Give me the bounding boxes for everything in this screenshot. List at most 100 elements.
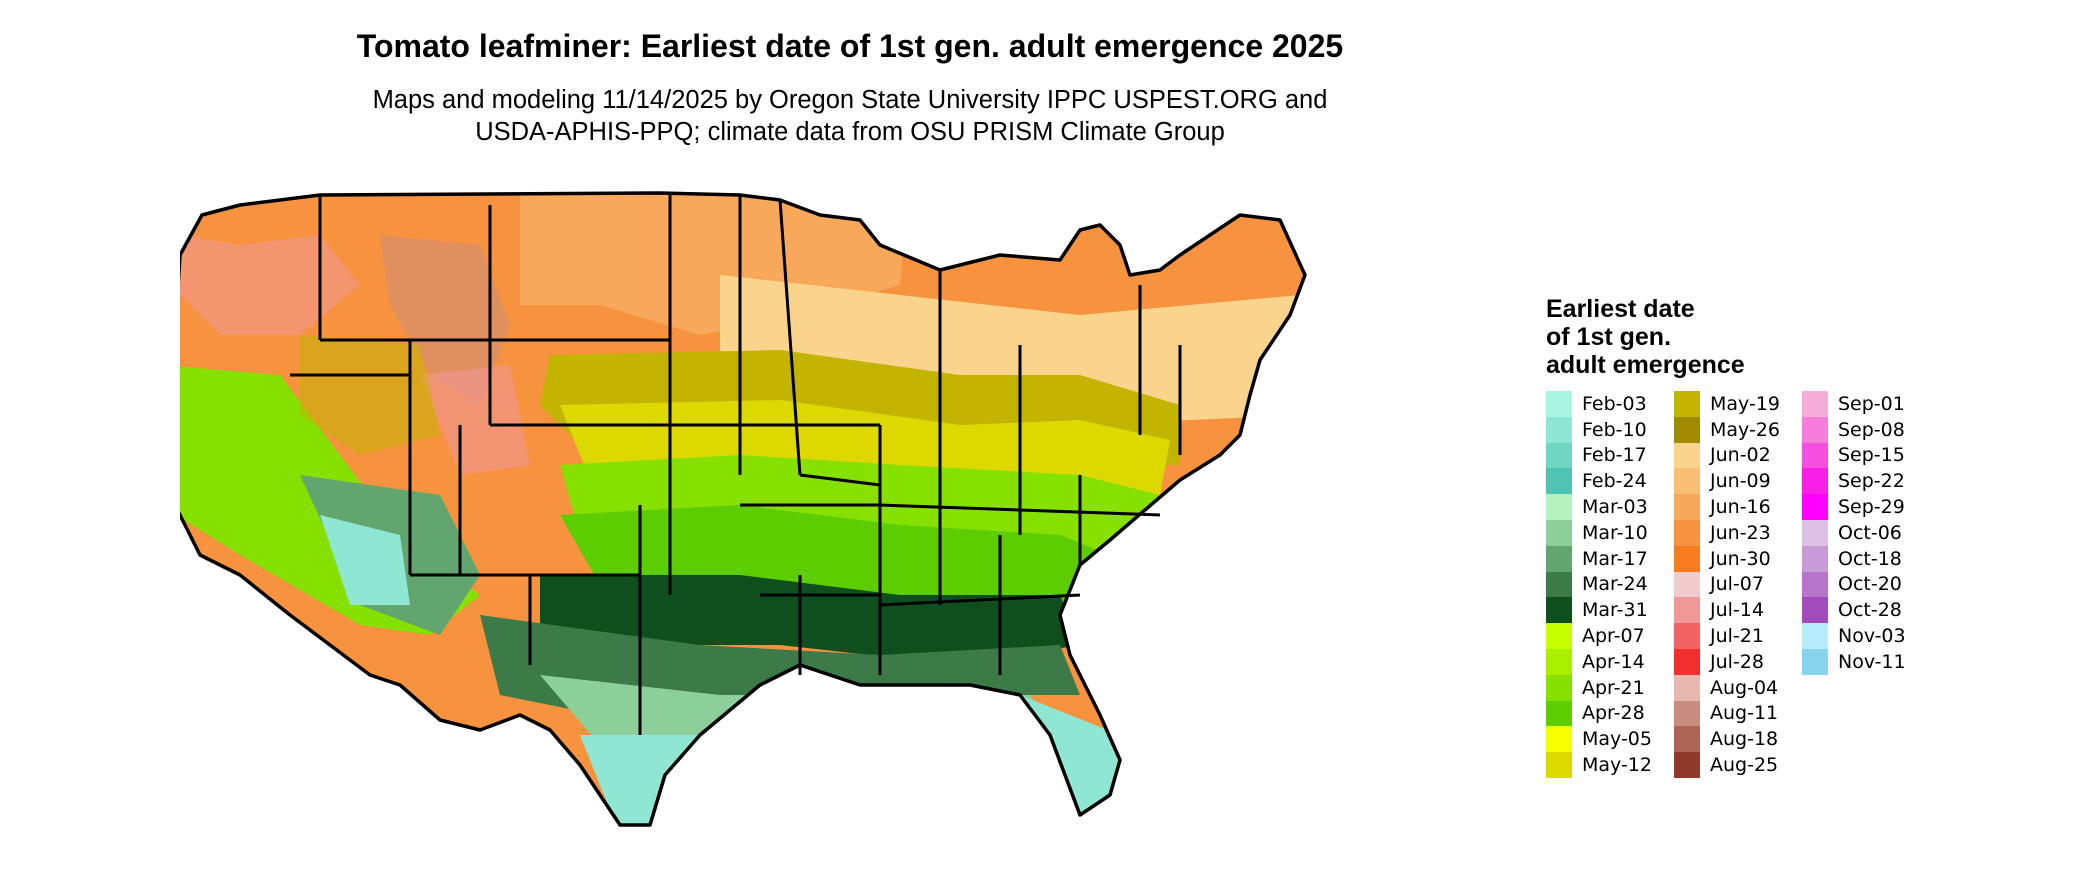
- legend-label: Jul-14: [1710, 599, 1764, 622]
- legend-label: Mar-03: [1582, 496, 1648, 519]
- fill-pink-colorado: [420, 365, 530, 475]
- legend-swatch: [1546, 468, 1572, 495]
- legend-swatch: [1674, 391, 1700, 417]
- legend-swatch: [1674, 726, 1700, 753]
- legend-swatch: [1674, 700, 1700, 727]
- legend-swatch: [1546, 597, 1572, 624]
- fill-olive-greatbasin: [300, 335, 440, 455]
- legend-label: Apr-14: [1582, 650, 1645, 673]
- legend-swatch: [1546, 442, 1572, 469]
- us-outline: [180, 191, 1307, 827]
- legend-swatch: [1546, 726, 1572, 753]
- legend-item: Feb-03: [1546, 391, 1674, 417]
- legend-item: Mar-31: [1546, 597, 1674, 624]
- legend-item: Sep-15: [1802, 442, 1930, 469]
- legend-label: Nov-11: [1838, 650, 1906, 673]
- legend-swatch: [1546, 391, 1572, 417]
- legend-item: Jun-02: [1674, 442, 1802, 469]
- legend-label: Jul-21: [1710, 625, 1764, 648]
- legend-item: Mar-03: [1546, 494, 1674, 520]
- legend-swatch: [1546, 648, 1572, 675]
- legend-label: Aug-04: [1710, 676, 1779, 699]
- legend-swatch: [1802, 442, 1828, 469]
- legend-swatch: [1674, 442, 1700, 469]
- legend-item: Sep-29: [1802, 494, 1930, 520]
- legend-column: May-19 May-26 Jun-02 Jun-09 Jun-16 Jun-23 Jun-…: [1674, 391, 1802, 778]
- legend-label: Sep-15: [1838, 444, 1905, 467]
- legend-label: Mar-17: [1582, 547, 1648, 570]
- legend-swatch: [1674, 519, 1700, 546]
- legend-label: Jun-09: [1710, 470, 1771, 493]
- legend-item: Oct-18: [1802, 545, 1930, 572]
- legend-label: Sep-29: [1838, 496, 1905, 519]
- legend-item: Apr-28: [1546, 700, 1674, 727]
- legend-label: Mar-10: [1582, 521, 1648, 544]
- legend-swatch: [1802, 545, 1828, 572]
- legend-swatch: [1674, 648, 1700, 675]
- legend-column: Feb-03 Feb-10 Feb-17 Feb-24 Mar-03 Mar-10 Mar-…: [1546, 391, 1674, 778]
- fill-mint-arizona: [320, 515, 410, 605]
- legend-label: May-26: [1710, 418, 1780, 441]
- legend-swatch: [1674, 623, 1700, 649]
- legend-label: Apr-21: [1582, 676, 1645, 699]
- legend-item: Mar-17: [1546, 545, 1674, 572]
- legend-swatch: [1802, 571, 1828, 598]
- legend-item: Sep-22: [1802, 468, 1930, 495]
- legend-item: Aug-25: [1674, 752, 1802, 778]
- legend-label: Feb-10: [1582, 418, 1647, 441]
- legend-item: Sep-01: [1802, 391, 1930, 417]
- legend-item: Jun-23: [1674, 519, 1802, 546]
- legend-swatch: [1802, 597, 1828, 624]
- legend: Earliest date of 1st gen. adult emergenc…: [1546, 295, 1930, 778]
- legend-item: Jun-30: [1674, 545, 1802, 572]
- legend-swatch: [1674, 674, 1700, 701]
- legend-swatch: [1546, 545, 1572, 572]
- legend-swatch: [1546, 700, 1572, 727]
- legend-label: Feb-03: [1582, 392, 1647, 415]
- legend-label: May-12: [1582, 754, 1652, 777]
- legend-item: Mar-24: [1546, 571, 1674, 598]
- legend-label: Oct-06: [1838, 521, 1902, 544]
- legend-item: Feb-17: [1546, 442, 1674, 469]
- legend-swatch: [1674, 571, 1700, 598]
- legend-item: Jul-14: [1674, 597, 1802, 624]
- legend-label: Sep-01: [1838, 392, 1905, 415]
- legend-swatch: [1674, 494, 1700, 520]
- legend-item: Feb-24: [1546, 468, 1674, 495]
- legend-label: Aug-11: [1710, 702, 1779, 725]
- legend-columns: Feb-03 Feb-10 Feb-17 Feb-24 Mar-03 Mar-10 Mar-…: [1546, 391, 1930, 778]
- legend-item: Oct-28: [1802, 597, 1930, 624]
- map-title: Tomato leafminer: Earliest date of 1st g…: [356, 28, 1344, 64]
- legend-label: Mar-31: [1582, 599, 1648, 622]
- legend-title-line: adult emergence: [1546, 351, 1745, 379]
- fill-pink-northwest: [180, 235, 360, 335]
- legend-swatch: [1802, 519, 1828, 546]
- legend-label: Apr-07: [1582, 625, 1645, 648]
- legend-label: Jul-07: [1710, 573, 1764, 596]
- legend-label: Mar-24: [1582, 573, 1648, 596]
- legend-label: Aug-18: [1710, 728, 1779, 751]
- legend-item: May-12: [1546, 752, 1674, 778]
- legend-label: May-05: [1582, 728, 1652, 751]
- legend-item: Jul-28: [1674, 648, 1802, 675]
- legend-label: Jun-16: [1710, 496, 1771, 519]
- legend-item: Nov-11: [1802, 648, 1930, 675]
- legend-item: Apr-07: [1546, 623, 1674, 649]
- legend-item: May-26: [1674, 416, 1802, 443]
- legend-item: Oct-20: [1802, 571, 1930, 598]
- legend-label: Jun-23: [1710, 521, 1771, 544]
- subtitle-line-2: USDA-APHIS-PPQ; climate data from OSU PR…: [475, 118, 1225, 146]
- legend-label: Sep-22: [1838, 470, 1905, 493]
- legend-label: Feb-24: [1582, 470, 1647, 493]
- legend-item: Nov-03: [1802, 623, 1930, 649]
- legend-label: Nov-03: [1838, 625, 1906, 648]
- legend-swatch: [1546, 494, 1572, 520]
- legend-label: Feb-17: [1582, 444, 1647, 467]
- legend-item: Jul-21: [1674, 623, 1802, 649]
- legend-title: Earliest date of 1st gen. adult emergenc…: [1546, 295, 1786, 379]
- legend-swatch: [1802, 494, 1828, 520]
- legend-item: Apr-14: [1546, 648, 1674, 675]
- legend-item: Jun-09: [1674, 468, 1802, 495]
- legend-swatch: [1674, 545, 1700, 572]
- legend-item: Jul-07: [1674, 571, 1802, 598]
